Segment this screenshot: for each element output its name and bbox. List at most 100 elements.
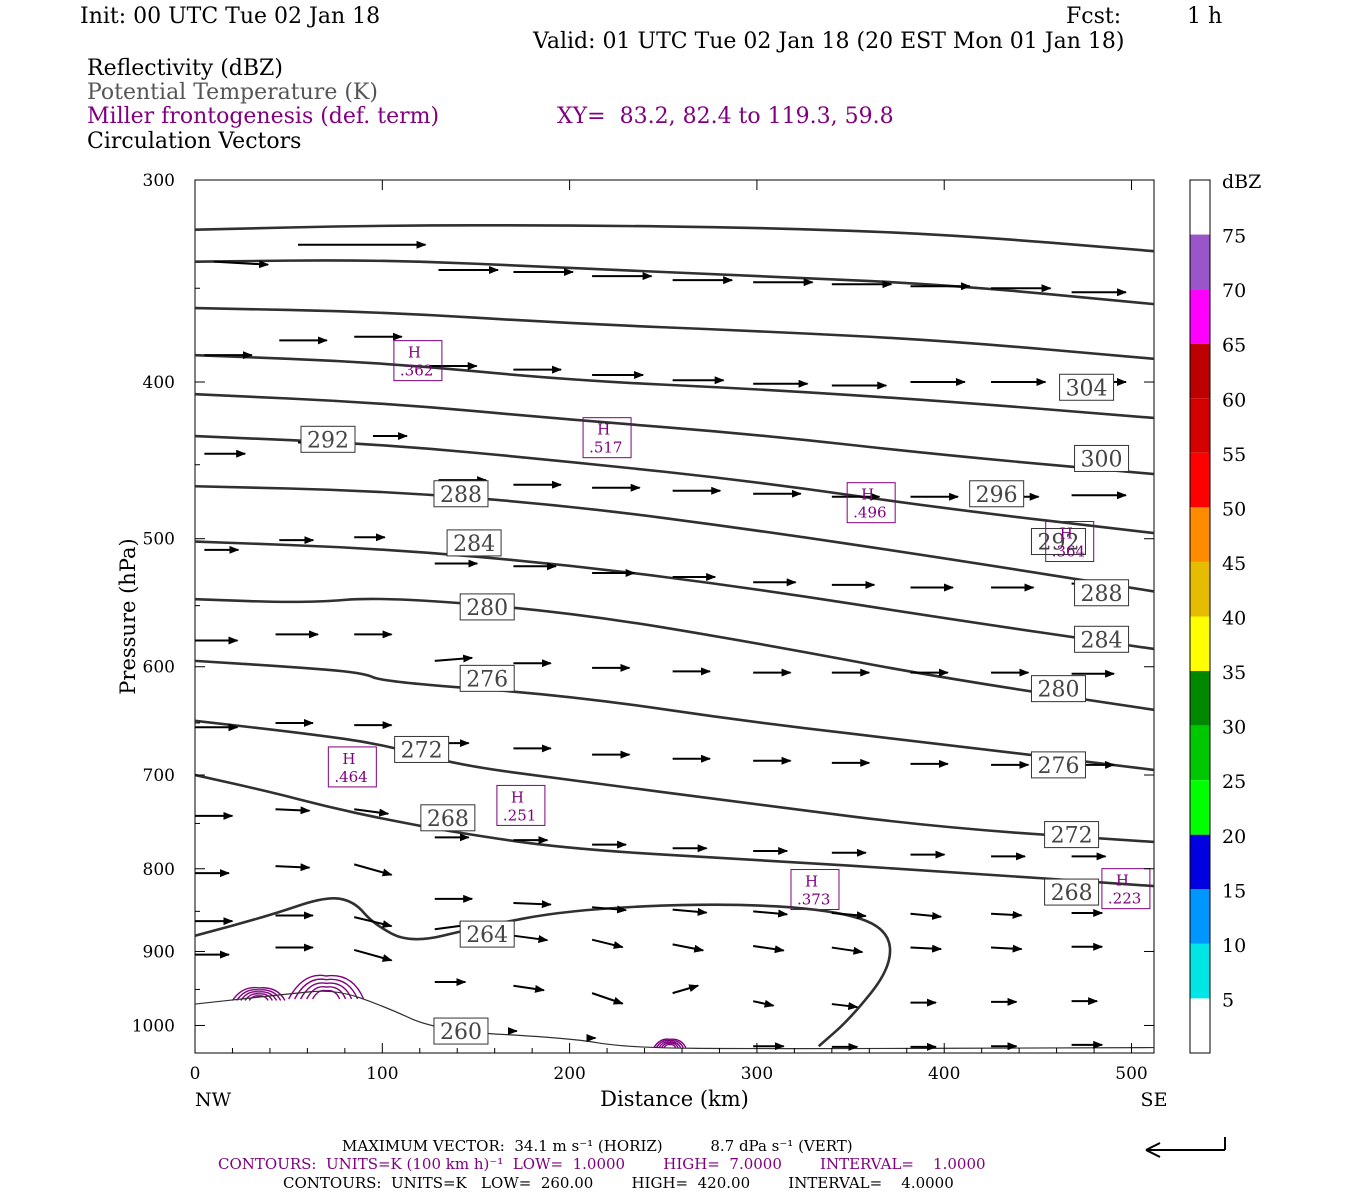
theta-contour-280 [195, 484, 1154, 593]
colorbar-label: 45 [1222, 553, 1246, 575]
colorbar-swatch [1190, 998, 1210, 1053]
theta-label-box [433, 1017, 489, 1045]
field-potential-temperature: Potential Temperature (K) [87, 80, 378, 105]
theta-contour-292 [195, 353, 1154, 420]
fronto-max-value: .364 [1052, 543, 1085, 561]
theta-contour-note: CONTOURS: UNITS=K LOW= 260.00 HIGH= 420.… [283, 1174, 954, 1192]
y-axis-title: Pressure (hPa) [116, 538, 140, 694]
circulation-vector [910, 944, 943, 953]
circulation-vector [672, 907, 708, 916]
circulation-vector [434, 654, 474, 663]
fronto-max-letter: H [861, 486, 874, 504]
reflectivity-contour-2-2 [658, 1041, 682, 1048]
circulation-vector [672, 943, 705, 953]
fronto-max-letter: H [1060, 525, 1073, 543]
colorbar-label: 20 [1222, 826, 1246, 848]
colorbar-swatch [1190, 398, 1210, 453]
reflectivity-contour-1-1 [294, 978, 359, 1000]
theta-contour-256 [195, 897, 892, 1048]
circulation-vector [275, 806, 311, 815]
fronto-max-letter: H [511, 788, 524, 806]
reflectivity-contour-2-4 [663, 1043, 677, 1048]
theta-contour-284 [195, 434, 1154, 535]
cross-section-end-label: SE [1141, 1089, 1168, 1111]
circulation-vector [990, 910, 1023, 919]
reflectivity-contour-2-1 [655, 1039, 684, 1048]
theta-contour-304 [195, 224, 1154, 253]
circulation-vector [831, 911, 867, 920]
init-time: Init: 00 UTC Tue 02 Jan 18 [80, 4, 381, 29]
fronto-max-value: .223 [1108, 890, 1141, 908]
colorbar-label: 65 [1222, 335, 1246, 357]
fronto-max-box [393, 340, 443, 382]
theta-label-box [1030, 528, 1086, 556]
colorbar-swatch [1190, 834, 1210, 890]
theta-label: 288 [1081, 582, 1123, 607]
valid-time: Valid: 01 UTC Tue 02 Jan 18 (20 EST Mon … [533, 29, 1125, 54]
theta-contour-300 [195, 259, 1154, 306]
x-tick-label: 300 [741, 1064, 773, 1084]
circulation-vector [672, 984, 700, 995]
circulation-vector [990, 944, 1023, 953]
y-tick-label: 300 [143, 171, 175, 191]
colorbar-units: dBZ [1222, 171, 1261, 193]
y-tick-label: 600 [143, 658, 175, 678]
colorbar-swatch [1190, 943, 1210, 999]
colorbar-swatch [1190, 616, 1210, 672]
theta-label: 300 [1081, 447, 1123, 472]
theta-contour-276 [195, 540, 1154, 651]
theta-label: 284 [1081, 628, 1123, 653]
colorbar-label: 40 [1222, 608, 1246, 630]
theta-label: 296 [976, 483, 1018, 508]
theta-contour-288 [195, 392, 1154, 476]
circulation-vector [513, 984, 546, 993]
colorbar-label: 35 [1222, 662, 1246, 684]
circulation-vector [752, 999, 775, 1008]
fronto-max-letter: H [342, 750, 355, 768]
circulation-vector [831, 1002, 859, 1010]
circulation-vector [591, 905, 628, 914]
colorbar-swatch [1190, 561, 1210, 617]
reflectivity-contour-2-3 [660, 1042, 679, 1048]
field-circulation-vectors: Circulation Vectors [87, 129, 302, 154]
theta-label: 268 [427, 807, 469, 832]
circulation-vector [213, 260, 270, 269]
theta-label: 304 [1066, 376, 1108, 401]
reflectivity-contour-0-1 [236, 988, 282, 1001]
theta-label-box [420, 804, 476, 832]
circulation-vector [353, 948, 393, 962]
circulation-vector [513, 934, 549, 943]
theta-label-box [1074, 444, 1130, 472]
colorbar-frame [1189, 179, 1211, 1054]
colorbar-swatch [1190, 234, 1210, 290]
cross-section-endpoints: XY= 83.2, 82.4 to 119.3, 59.8 [557, 104, 894, 129]
fronto-max-letter: H [805, 873, 818, 891]
colorbar-swatch [1190, 180, 1210, 235]
fronto-max-box [846, 482, 896, 524]
reflectivity-contour-0-3 [244, 993, 273, 1001]
theta-label: 260 [440, 1020, 482, 1045]
colorbar-swatch [1190, 289, 1210, 344]
theta-label: 280 [466, 596, 508, 621]
fronto-max-box [327, 746, 377, 788]
colorbar-swatch [1190, 671, 1210, 726]
reflectivity-contour-2-0 [653, 1038, 687, 1048]
fronto-max-value: .464 [334, 768, 367, 786]
cross-section-start-label: NW [195, 1089, 232, 1111]
fronto-max-box [790, 869, 840, 911]
theta-label-box [446, 529, 502, 557]
theta-label: 280 [1037, 678, 1079, 703]
fronto-max-value: .251 [503, 806, 536, 824]
x-tick-label: 200 [553, 1064, 585, 1084]
fronto-max-value: .373 [797, 891, 830, 909]
theta-label-box [1044, 878, 1100, 906]
theta-label: 276 [1037, 754, 1079, 779]
reflectivity-contour-1-2 [300, 982, 353, 1000]
colorbar-label: 60 [1222, 389, 1246, 411]
fronto-max-value: .517 [589, 439, 622, 457]
colorbar-label: 75 [1222, 226, 1246, 248]
fronto-max-box [582, 417, 632, 459]
fronto-max-box [1101, 868, 1151, 910]
x-axis-title: Distance (km) [600, 1087, 749, 1111]
